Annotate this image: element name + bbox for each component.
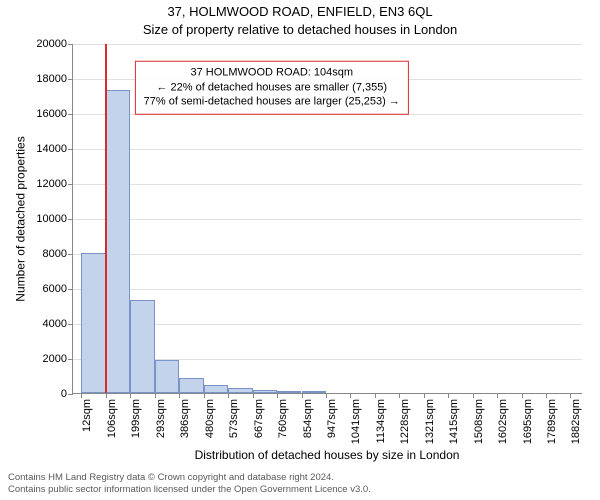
ytick-label: 4000 xyxy=(43,318,67,330)
xtick-mark xyxy=(399,393,400,398)
xtick-label: 1508sqm xyxy=(473,399,485,444)
xtick-label: 1321sqm xyxy=(424,399,436,444)
ytick-label: 20000 xyxy=(36,38,67,50)
xtick-mark xyxy=(106,393,107,398)
ytick-mark xyxy=(68,289,73,290)
histogram-bar xyxy=(106,90,130,393)
gridline-h xyxy=(73,184,582,185)
xtick-label: 760sqm xyxy=(277,399,289,438)
footer-line1: Contains HM Land Registry data © Crown c… xyxy=(8,472,371,484)
ytick-mark xyxy=(68,44,73,45)
xtick-mark xyxy=(204,393,205,398)
xtick-label: 1789sqm xyxy=(546,399,558,444)
ytick-label: 18000 xyxy=(36,73,67,85)
page-title-line1: 37, HOLMWOOD ROAD, ENFIELD, EN3 6QL xyxy=(0,4,600,19)
xtick-label: 1602sqm xyxy=(497,399,509,444)
xtick-mark xyxy=(155,393,156,398)
xtick-label: 1882sqm xyxy=(570,399,582,444)
ytick-label: 2000 xyxy=(43,353,67,365)
xtick-label: 12sqm xyxy=(81,399,93,432)
ytick-mark xyxy=(68,219,73,220)
xtick-label: 667sqm xyxy=(253,399,265,438)
plot-area: 0200040006000800010000120001400016000180… xyxy=(72,44,582,394)
xtick-label: 1041sqm xyxy=(350,399,362,444)
xtick-label: 573sqm xyxy=(228,399,240,438)
ytick-label: 6000 xyxy=(43,283,67,295)
histogram-bar xyxy=(179,378,203,393)
xtick-label: 1134sqm xyxy=(375,399,387,443)
xtick-label: 947sqm xyxy=(326,399,338,438)
xtick-mark xyxy=(179,393,180,398)
histogram-bar xyxy=(253,390,277,393)
xtick-mark xyxy=(522,393,523,398)
xtick-label: 1695sqm xyxy=(522,399,534,444)
ytick-mark xyxy=(68,359,73,360)
histogram-bar xyxy=(228,388,252,393)
histogram-bar xyxy=(81,253,105,393)
ytick-label: 12000 xyxy=(36,178,67,190)
xtick-mark xyxy=(228,393,229,398)
footer-attribution: Contains HM Land Registry data © Crown c… xyxy=(8,472,371,496)
gridline-h xyxy=(73,289,582,290)
histogram-bar xyxy=(302,391,326,393)
histogram-bar xyxy=(204,385,228,393)
ytick-mark xyxy=(68,114,73,115)
xtick-mark xyxy=(424,393,425,398)
xtick-mark xyxy=(473,393,474,398)
xtick-label: 1228sqm xyxy=(399,399,411,444)
histogram-bar xyxy=(130,300,154,393)
xtick-mark xyxy=(350,393,351,398)
xtick-mark xyxy=(302,393,303,398)
gridline-h xyxy=(73,254,582,255)
xtick-label: 106sqm xyxy=(106,399,118,438)
ytick-mark xyxy=(68,79,73,80)
gridline-h xyxy=(73,44,582,45)
ytick-mark xyxy=(68,394,73,395)
annotation-line: 77% of semi-detached houses are larger (… xyxy=(144,95,400,110)
ytick-mark xyxy=(68,254,73,255)
reference-line xyxy=(105,44,107,393)
y-axis-label-wrap: Number of detached properties xyxy=(14,44,28,394)
gridline-h xyxy=(73,149,582,150)
histogram-bar xyxy=(277,391,301,393)
gridline-h xyxy=(73,219,582,220)
xtick-label: 293sqm xyxy=(155,399,167,438)
ytick-mark xyxy=(68,324,73,325)
page-title-line2: Size of property relative to detached ho… xyxy=(0,22,600,37)
xtick-label: 386sqm xyxy=(179,399,191,438)
xtick-mark xyxy=(130,393,131,398)
footer-line2: Contains public sector information licen… xyxy=(8,484,371,496)
xtick-mark xyxy=(375,393,376,398)
ytick-label: 0 xyxy=(61,388,67,400)
xtick-mark xyxy=(81,393,82,398)
y-axis-label: Number of detached properties xyxy=(14,136,28,301)
xtick-mark xyxy=(448,393,449,398)
ytick-label: 8000 xyxy=(43,248,67,260)
xtick-label: 199sqm xyxy=(130,399,142,438)
xtick-mark xyxy=(570,393,571,398)
x-axis-label: Distribution of detached houses by size … xyxy=(72,448,582,462)
xtick-mark xyxy=(497,393,498,398)
annotation-box: 37 HOLMWOOD ROAD: 104sqm← 22% of detache… xyxy=(135,60,409,115)
xtick-mark xyxy=(277,393,278,398)
xtick-mark xyxy=(253,393,254,398)
xtick-label: 1415sqm xyxy=(448,399,460,444)
ytick-label: 16000 xyxy=(36,108,67,120)
annotation-line: 37 HOLMWOOD ROAD: 104sqm xyxy=(144,65,400,80)
xtick-mark xyxy=(326,393,327,398)
xtick-label: 854sqm xyxy=(302,399,314,438)
annotation-line: ← 22% of detached houses are smaller (7,… xyxy=(144,80,400,95)
ytick-label: 10000 xyxy=(36,213,67,225)
ytick-mark xyxy=(68,184,73,185)
ytick-mark xyxy=(68,149,73,150)
xtick-label: 480sqm xyxy=(204,399,216,438)
xtick-mark xyxy=(546,393,547,398)
ytick-label: 14000 xyxy=(36,143,67,155)
histogram-bar xyxy=(155,360,179,393)
